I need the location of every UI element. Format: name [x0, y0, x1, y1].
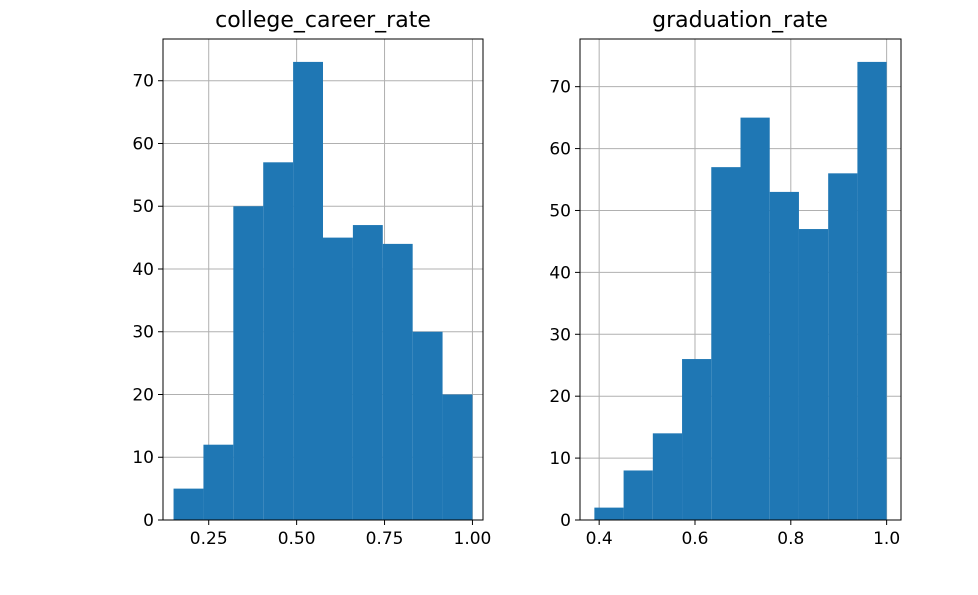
histogram-bar [594, 507, 624, 520]
plot-frame [579, 38, 902, 521]
histogram-bar [352, 225, 383, 521]
histogram-bar [412, 331, 443, 520]
histogram-bar [323, 237, 353, 520]
histogram-bar [442, 394, 473, 520]
axes: 0.4 0.6 0.8 1.0 0 10 20 30 40 50 60 70 [549, 78, 900, 549]
histogram-bar [798, 229, 829, 521]
y-tick-label: 10 [549, 449, 571, 469]
y-tick-label: 60 [549, 140, 571, 160]
y-tick-label: 70 [549, 78, 571, 98]
histogram-bar [233, 206, 264, 520]
y-tick-label: 50 [132, 197, 154, 217]
x-tick-label: 1.0 [873, 529, 900, 549]
bars [173, 61, 473, 521]
histogram-bar [769, 191, 799, 520]
histogram-bar [293, 61, 323, 521]
panel-title: graduation_rate [652, 8, 828, 33]
x-tick-label: 0.75 [366, 529, 404, 549]
y-tick-label: 20 [549, 387, 571, 407]
y-tick-label: 40 [132, 260, 154, 280]
histogram-panel-college-career-rate: college_career_rate 0.25 0.50 0.75 1.00 0 10 2… [132, 8, 491, 549]
axes: 0.25 0.50 0.75 1.00 0 10 20 30 40 50 60 70 [132, 72, 491, 549]
histogram-bar [828, 173, 858, 521]
x-tick-label: 0.6 [681, 529, 708, 549]
histogram-bar [682, 359, 712, 520]
histogram-bar [173, 488, 204, 520]
x-tick-label: 1.00 [454, 529, 492, 549]
bars [594, 61, 887, 521]
y-tick-label: 30 [549, 325, 571, 345]
histogram-bar [263, 162, 294, 520]
plot-frame [162, 38, 484, 521]
y-tick-label: 60 [132, 134, 154, 154]
y-tick-label: 10 [132, 448, 154, 468]
x-tick-label: 0.25 [190, 529, 228, 549]
y-tick-label: 50 [549, 201, 571, 221]
y-tick-label: 0 [143, 511, 154, 531]
x-tick-label: 0.4 [586, 529, 613, 549]
y-tick-label: 0 [560, 511, 571, 531]
histogram-bar [623, 470, 653, 520]
y-tick-label: 70 [132, 72, 154, 92]
histogram-bar [740, 117, 770, 520]
histogram-bar [652, 433, 683, 520]
y-tick-label: 40 [549, 263, 571, 283]
y-tick-label: 30 [132, 323, 154, 343]
x-tick-label: 0.50 [278, 529, 316, 549]
y-tick-label: 20 [132, 385, 154, 405]
panel-title: college_career_rate [215, 8, 431, 33]
histogram-bar [203, 444, 234, 520]
histogram-bar [857, 61, 887, 521]
histogram-panel-graduation-rate: graduation_rate 0.4 0.6 0.8 1.0 0 10 20 30 40 50 6… [549, 8, 902, 549]
x-tick-label: 0.8 [777, 529, 804, 549]
histogram-bar [711, 167, 741, 520]
histogram-bar [382, 243, 413, 520]
